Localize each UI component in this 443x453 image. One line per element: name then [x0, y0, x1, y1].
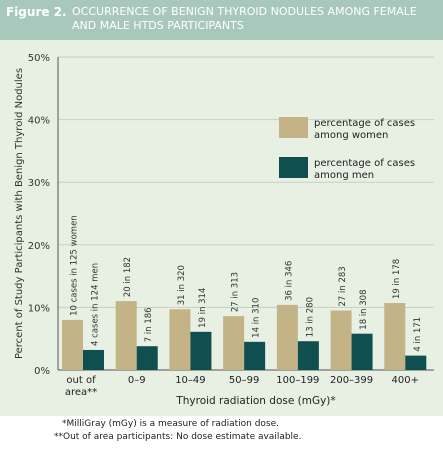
bar-women [384, 303, 406, 370]
bar-data-label: 4 in 171 [413, 317, 423, 352]
legend-label: percentage of cases among men [314, 158, 415, 181]
bar-women [169, 309, 191, 370]
bar-data-label: 18 in 308 [359, 289, 369, 329]
title-bar: Figure 2. OCCURRENCE OF BENIGN THYROID N… [0, 0, 443, 40]
legend-label: percentage of cases among women [314, 118, 415, 141]
bar-men [244, 341, 266, 370]
bar-men [190, 331, 212, 370]
y-tick-label: 30% [28, 178, 50, 189]
figure-label: Figure 2. [6, 5, 67, 19]
bar-data-label: 27 in 283 [338, 266, 348, 306]
y-tick-label: 0% [34, 366, 50, 377]
footnote-dose-unit: *MilliGray (mGy) is a measure of radiati… [62, 419, 280, 429]
chart: 0% 10% 20% 30% 40% 50%Percent of Study Partic… [14, 53, 434, 407]
bar-data-label: 31 in 320 [177, 265, 187, 305]
bar-women [330, 310, 352, 370]
x-tick-label: 10–49 [175, 375, 205, 386]
bar-men [297, 341, 319, 370]
x-axis-title: Thyroid radiation dose (mGy)* [175, 395, 335, 407]
bar-women [276, 304, 298, 370]
bar-data-label: 19 in 178 [392, 259, 402, 299]
bar-data-label: 7 in 186 [144, 307, 154, 342]
bar-data-label: 14 in 310 [252, 298, 262, 338]
y-tick-label: 10% [28, 303, 50, 314]
x-tick-label: out of area** [65, 375, 97, 398]
bar-data-label: 13 in 280 [305, 297, 315, 337]
bar-data-label: 27 in 313 [231, 272, 241, 312]
bar-data-label: 36 in 346 [284, 261, 294, 301]
x-tick-label: 100–199 [276, 375, 319, 386]
bar-women [115, 301, 137, 370]
x-tick-label: 50–99 [229, 375, 259, 386]
footnote-out-of-area: **Out of area participants: No dose esti… [54, 432, 302, 442]
x-tick-label: 400+ [392, 375, 419, 386]
footnotes: *MilliGray (mGy) is a measure of radiati… [0, 416, 443, 453]
bar-data-label: 4 cases in 124 men [91, 263, 101, 346]
bar-men [351, 333, 373, 370]
x-tick-label: 0–9 [128, 375, 146, 386]
bar-women [223, 316, 245, 370]
bar-women [62, 319, 83, 370]
bar-data-label: 20 in 182 [123, 257, 133, 297]
legend-swatch-men [279, 157, 308, 178]
legend-swatch-women [279, 117, 308, 138]
y-tick-label: 20% [28, 241, 50, 252]
bar-men [136, 346, 158, 370]
y-tick-label: 50% [28, 53, 50, 64]
bar-men [405, 355, 427, 370]
y-tick-label: 40% [28, 116, 50, 127]
bar-data-label: 10 cases in 125 women [70, 215, 80, 316]
x-tick-label: 200–399 [330, 375, 373, 386]
figure-title: OCCURRENCE OF BENIGN THYROID NODULES AMO… [72, 5, 417, 32]
bar-men [83, 349, 104, 370]
y-axis-title: Percent of Study Participants with Benig… [14, 68, 25, 359]
bar-data-label: 19 in 314 [198, 288, 208, 328]
